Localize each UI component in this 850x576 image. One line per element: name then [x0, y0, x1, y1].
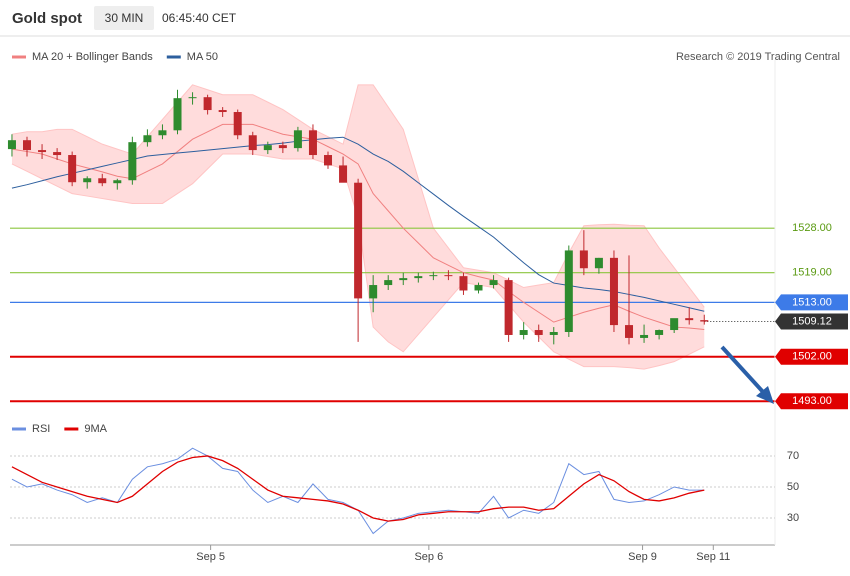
forecast-arrow [720, 345, 766, 395]
candle-body [113, 180, 122, 184]
candle-body [474, 285, 483, 291]
candle-body [369, 285, 378, 299]
candle-body [233, 112, 242, 136]
time: 06:45:40 CET [162, 11, 237, 25]
candle-body [414, 276, 423, 279]
legend-label: MA 20 + Bollinger Bands [32, 51, 153, 63]
candle-body [384, 280, 393, 286]
rsi-tick-label: 50 [787, 481, 799, 493]
candle-body [429, 275, 438, 277]
interval-box [94, 6, 154, 30]
candle-body [98, 178, 107, 184]
candle-body [354, 182, 363, 299]
rsi-line [11, 455, 705, 522]
legend-label: MA 50 [187, 51, 218, 63]
candle-body [218, 110, 227, 113]
forecast-arrowhead [756, 386, 774, 404]
rsi-legend-label: RSI [32, 423, 50, 435]
candle-body [594, 257, 603, 269]
candle-body [579, 250, 588, 269]
candle-body [655, 330, 664, 335]
candle-body [519, 330, 528, 335]
candle-body [399, 278, 408, 281]
candle-body [173, 98, 182, 131]
bollinger-upper [11, 84, 705, 308]
credit: Research © 2019 Trading Central [676, 51, 840, 63]
candle-body [670, 318, 679, 331]
candle-body [504, 280, 513, 335]
x-tick-label: Sep 9 [628, 551, 657, 563]
level-tag [775, 348, 848, 365]
candle-body [308, 130, 317, 156]
candle-body [83, 178, 92, 183]
candle-body [609, 257, 618, 326]
level-tag [775, 393, 848, 410]
rsi-legend-label: 9MA [84, 423, 107, 435]
candle-body [53, 152, 62, 156]
x-tick-label: Sep 11 [696, 551, 730, 563]
last-price-tag [775, 313, 848, 330]
level-label: 1493.00 [792, 395, 832, 407]
candle-body [278, 145, 287, 149]
candle-body [23, 140, 32, 151]
rsi-tick-label: 70 [787, 450, 799, 462]
candle-body [534, 330, 543, 335]
x-tick-label: Sep 6 [414, 551, 443, 563]
level-label: 1528.00 [792, 222, 832, 234]
candle-body [625, 325, 634, 338]
rsi-tick-label: 30 [787, 512, 799, 524]
candle-body [444, 275, 453, 277]
ma-line [11, 136, 705, 312]
last-price-label: 1509.12 [792, 315, 832, 327]
level-label: 1519.00 [792, 267, 832, 279]
candle-body [685, 318, 694, 321]
candle-body [549, 332, 558, 335]
candle-body [203, 97, 212, 111]
level-label: 1502.00 [792, 351, 832, 363]
bollinger-fill [11, 84, 705, 370]
candle-body [489, 280, 498, 286]
candle-body [188, 97, 197, 99]
candle-body [143, 135, 152, 143]
candle-body [564, 250, 573, 333]
interval: 30 MIN [105, 11, 144, 25]
candle-body [158, 130, 167, 136]
candle-body [128, 142, 137, 181]
candle-body [700, 320, 709, 322]
candle-body [263, 145, 272, 151]
level-tag [775, 294, 848, 311]
x-tick-label: Sep 5 [196, 551, 225, 563]
candle-body [459, 276, 468, 291]
candle-body [248, 135, 257, 151]
candle-body [339, 165, 348, 183]
candle-body [7, 140, 16, 150]
candle-body [68, 155, 77, 183]
candle-body [38, 150, 47, 153]
level-label: 1513.00 [792, 296, 832, 308]
candle-body [640, 334, 649, 338]
candle-body [293, 130, 302, 149]
ma-line [11, 123, 705, 331]
chart-title: Gold spot [12, 10, 82, 27]
candle-body [324, 155, 333, 166]
